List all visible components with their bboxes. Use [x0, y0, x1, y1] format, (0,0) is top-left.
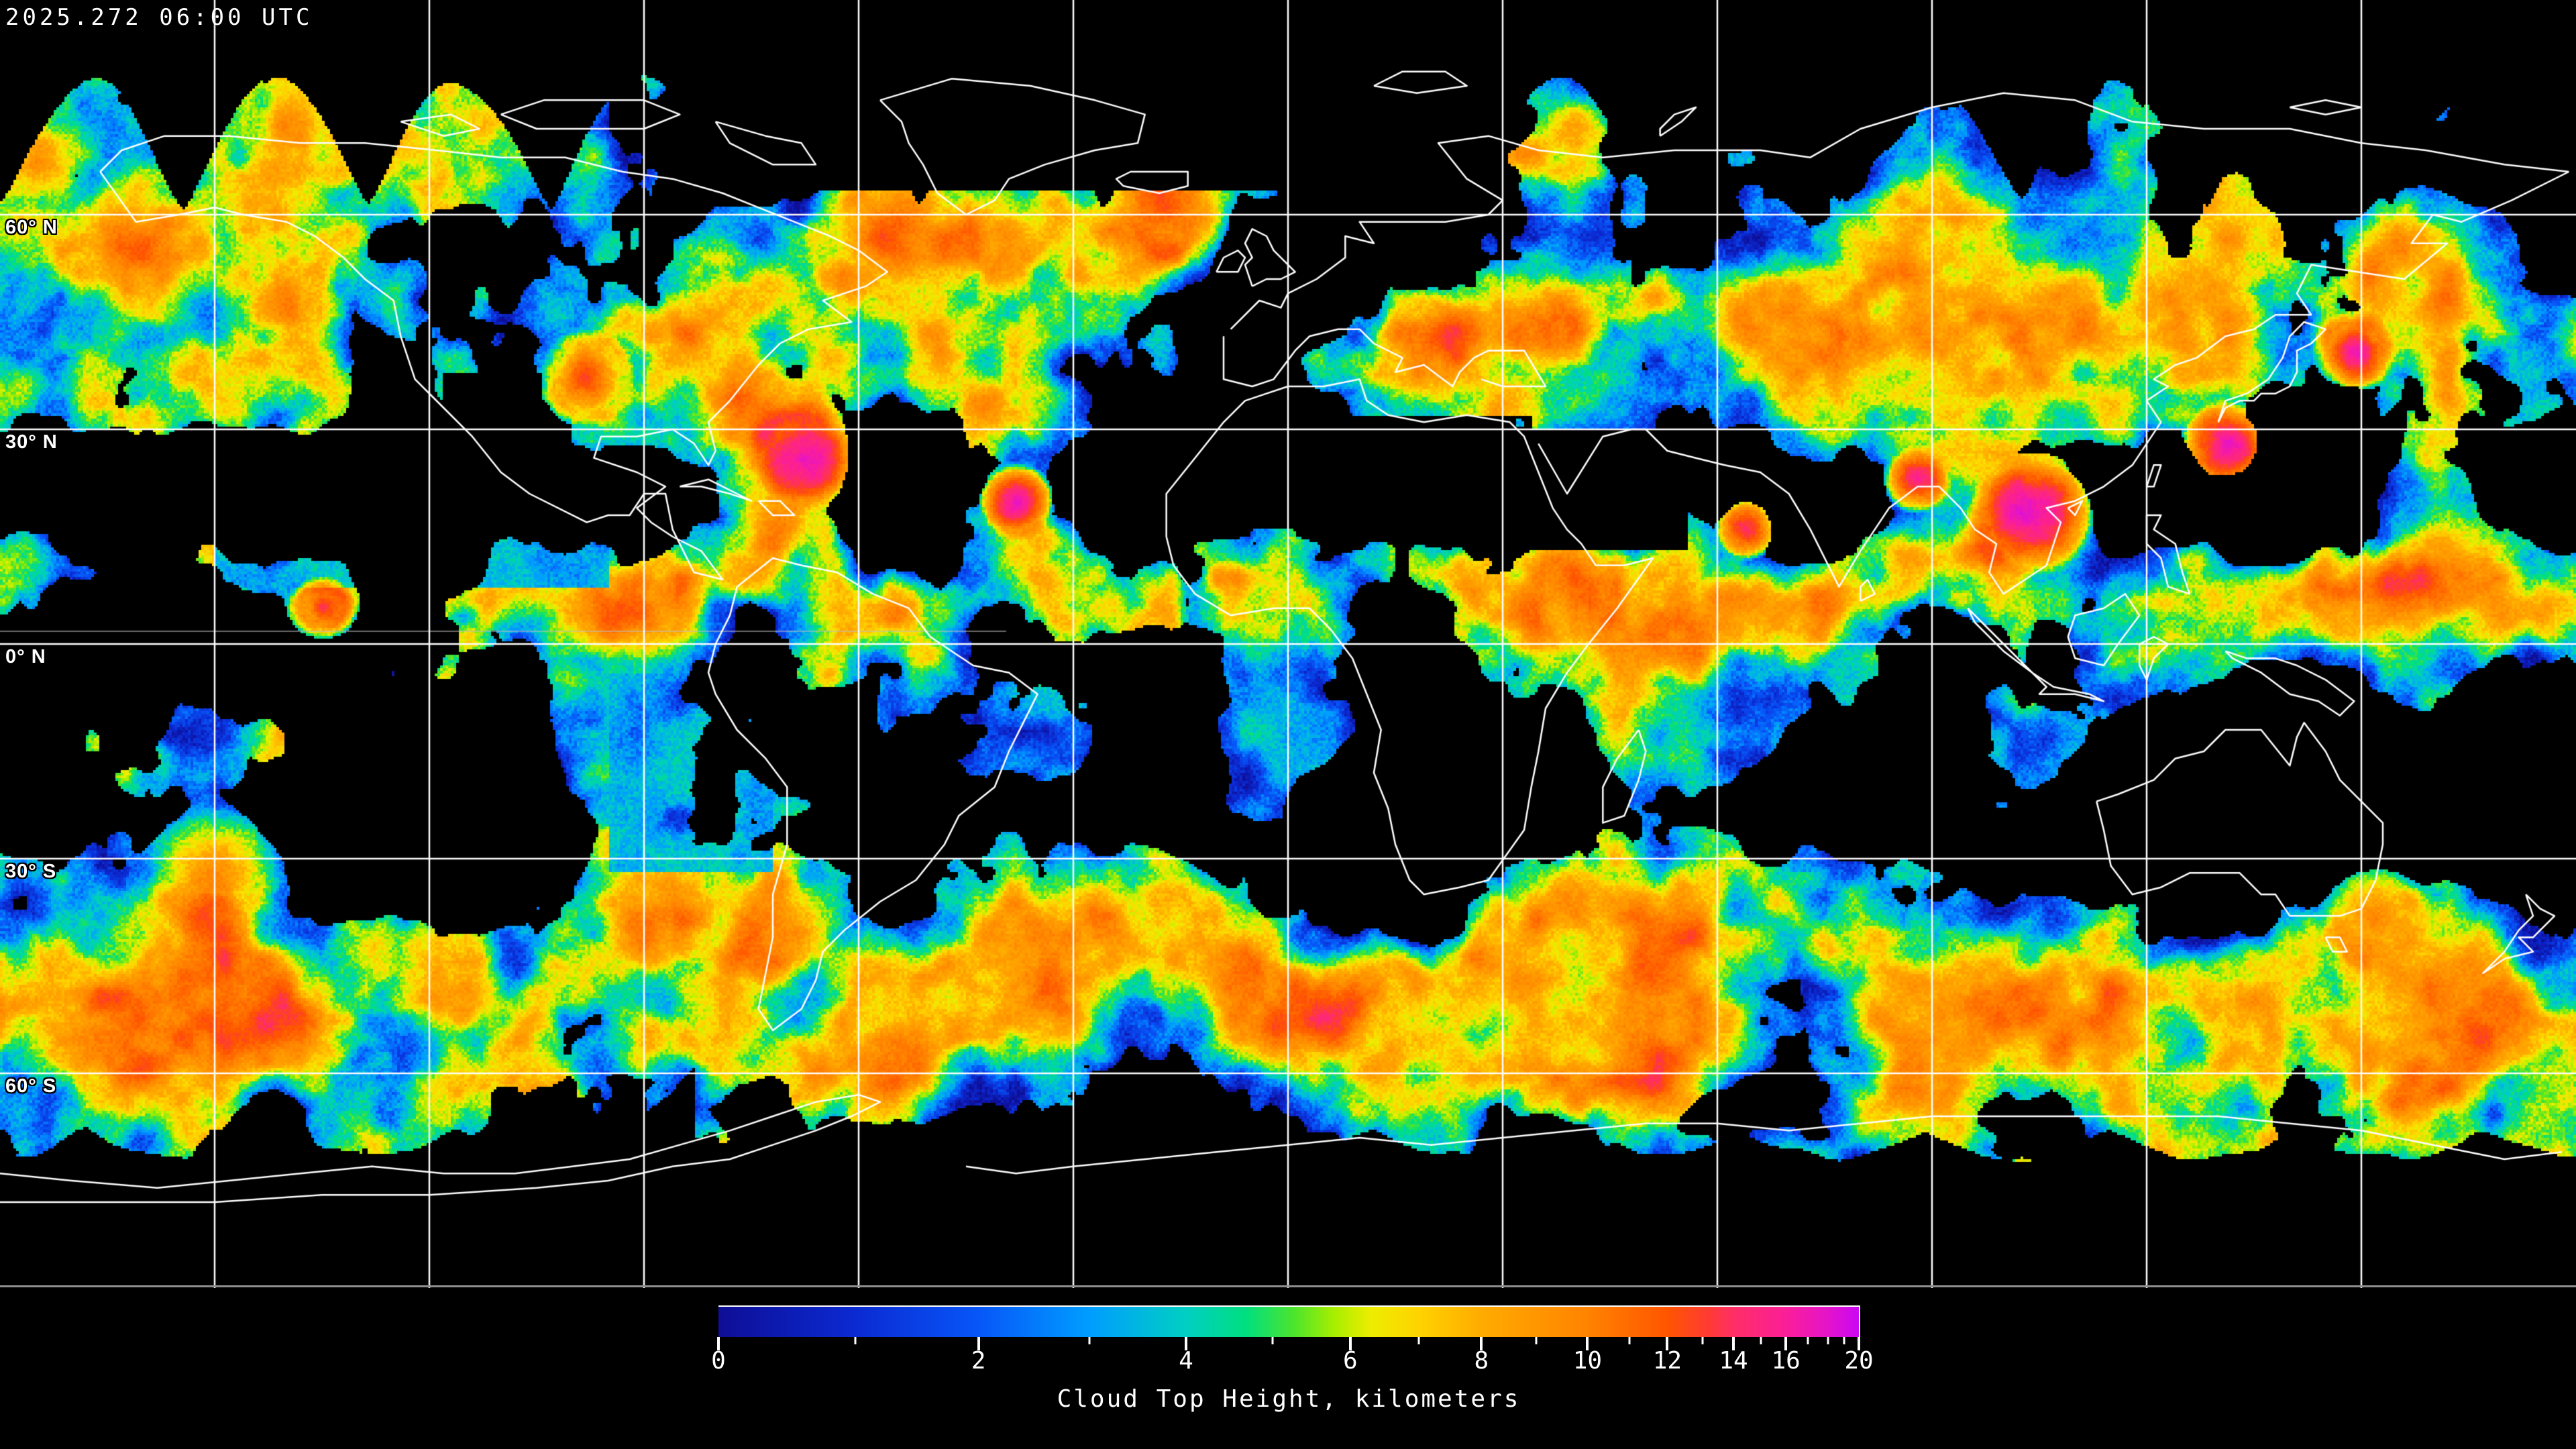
latitude-label: 0° N — [5, 646, 46, 667]
colorbar-gradient — [718, 1305, 1860, 1337]
cloud-map-canvas — [0, 0, 2576, 1288]
map-timestamp: 2025.272 06:00 UTC — [5, 4, 313, 31]
colorbar-tick — [1858, 1337, 1860, 1350]
colorbar-tick — [1185, 1337, 1187, 1350]
colorbar-tick-label: 8 — [1474, 1347, 1489, 1375]
colorbar-tick-label: 20 — [1844, 1347, 1874, 1375]
colorbar-tick-label: 16 — [1771, 1347, 1801, 1375]
latitude-label: 60° N — [5, 217, 58, 238]
colorbar-tick-label: 14 — [1719, 1347, 1748, 1375]
colorbar-tick — [1480, 1337, 1483, 1350]
colorbar-minor-tick — [1417, 1337, 1420, 1344]
colorbar-tick-label: 12 — [1652, 1347, 1682, 1375]
colorbar-tick-label: 2 — [971, 1347, 986, 1375]
colorbar-tick-label: 0 — [711, 1347, 726, 1375]
colorbar-minor-tick — [1807, 1337, 1809, 1344]
colorbar-tick — [977, 1337, 980, 1350]
colorbar-minor-tick — [1535, 1337, 1538, 1344]
colorbar-tick-label: 6 — [1342, 1347, 1358, 1375]
latitude-label: 30° S — [5, 861, 57, 882]
latitude-label: 60° S — [5, 1075, 57, 1097]
colorbar-minor-tick — [1088, 1337, 1090, 1344]
colorbar-title: Cloud Top Height, kilometers — [1057, 1385, 1521, 1413]
map-bottom-separator — [0, 1285, 2576, 1287]
colorbar-ticks — [717, 1337, 1860, 1353]
colorbar-tick-label: 10 — [1572, 1347, 1603, 1375]
colorbar-minor-tick — [1271, 1337, 1274, 1344]
colorbar-minor-tick — [1760, 1337, 1762, 1344]
colorbar-minor-tick — [1843, 1337, 1845, 1344]
colorbar-minor-tick — [854, 1337, 857, 1344]
colorbar-tick — [1784, 1337, 1788, 1350]
colorbar-tick-label: 4 — [1179, 1347, 1193, 1375]
world-map: 2025.272 06:00 UTC 60° N 30° N 0° N 30° S 60… — [0, 0, 2576, 1288]
colorbar-tick-labels: 0 2 4 6 8 10 12 14 16 20 — [711, 1346, 1874, 1377]
colorbar-tick — [1348, 1337, 1352, 1350]
colorbar-tick — [1586, 1337, 1589, 1350]
colorbar-minor-tick — [1628, 1337, 1631, 1344]
colorbar-tick — [717, 1337, 720, 1350]
latitude-label: 30° N — [5, 431, 58, 453]
colorbar-tick — [1666, 1337, 1669, 1350]
colorbar-minor-tick — [1701, 1337, 1704, 1344]
colorbar-tick — [1732, 1337, 1735, 1350]
colorbar-minor-tick — [1827, 1337, 1829, 1344]
legend: 0 2 4 6 8 10 12 14 16 20 Cloud Top Height, kilome… — [0, 1288, 2576, 1449]
